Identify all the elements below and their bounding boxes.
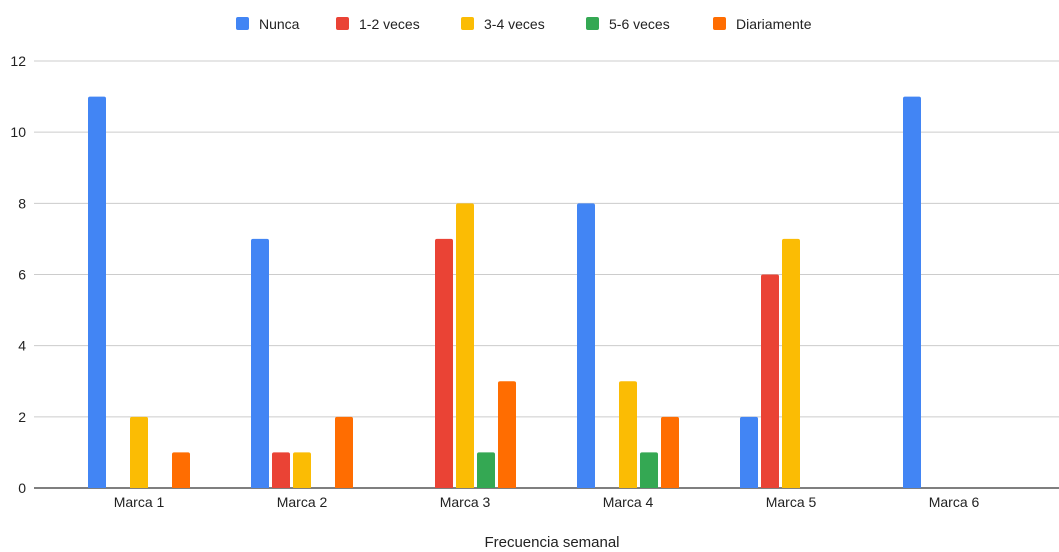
x-tick-label: Marca 6 [929,494,980,510]
legend-swatch [713,17,726,30]
y-tick-label: 8 [18,195,26,211]
x-tick-label: Marca 1 [114,494,165,510]
y-axis: 0 2 4 6 8 10 12 [10,53,26,496]
bar-diariamente-marca-2 [335,416,353,488]
bar-nunca-marca-2 [251,238,269,488]
bar-3-4-veces-marca-5 [782,238,800,488]
y-tick-label: 12 [10,53,26,69]
bar-nunca-marca-5 [740,416,758,488]
bar-diariamente-marca-1 [172,452,190,488]
y-tick-label: 10 [10,124,26,140]
bar-nunca-marca-1 [88,96,106,488]
bar-nunca-marca-6 [903,96,921,488]
bar-5-6-veces-marca-4 [640,452,658,488]
gridlines [34,60,1059,489]
y-tick-label: 0 [18,480,26,496]
legend-swatch [236,17,249,30]
bar-1-2-veces-marca-3 [435,238,453,488]
y-tick-label: 6 [18,267,26,283]
bars [88,96,921,489]
x-tick-label: Marca 2 [277,494,328,510]
x-tick-label: Marca 4 [603,494,654,510]
y-tick-label: 4 [18,338,26,354]
legend-swatch [586,17,599,30]
x-tick-label: Marca 5 [766,494,817,510]
bar-3-4-veces-marca-2 [293,452,311,488]
bar-diariamente-marca-3 [498,381,516,488]
bar-3-4-veces-marca-1 [130,416,148,488]
bar-5-6-veces-marca-3 [477,452,495,488]
y-tick-label: 2 [18,409,26,425]
x-tick-label: Marca 3 [440,494,491,510]
bar-nunca-marca-4 [577,203,595,489]
legend-label: 3-4 veces [484,16,545,32]
bar-diariamente-marca-4 [661,416,679,488]
bar-1-2-veces-marca-2 [272,452,290,488]
x-axis-title: Frecuencia semanal [484,534,619,547]
legend-label: 1-2 veces [359,16,420,32]
legend-label: 5-6 veces [609,16,670,32]
bar-3-4-veces-marca-3 [456,203,474,489]
legend-label: Diariamente [736,16,812,32]
legend-swatch [461,17,474,30]
bar-1-2-veces-marca-5 [761,274,779,488]
legend-swatch [336,17,349,30]
bar-3-4-veces-marca-4 [619,381,637,488]
legend-label: Nunca [259,16,300,32]
x-axis: Marca 1 Marca 2 Marca 3 Marca 4 Marca 5 Marca… [114,494,980,510]
legend: Nunca 1-2 veces 3-4 veces 5-6 veces Diariame… [236,16,812,32]
